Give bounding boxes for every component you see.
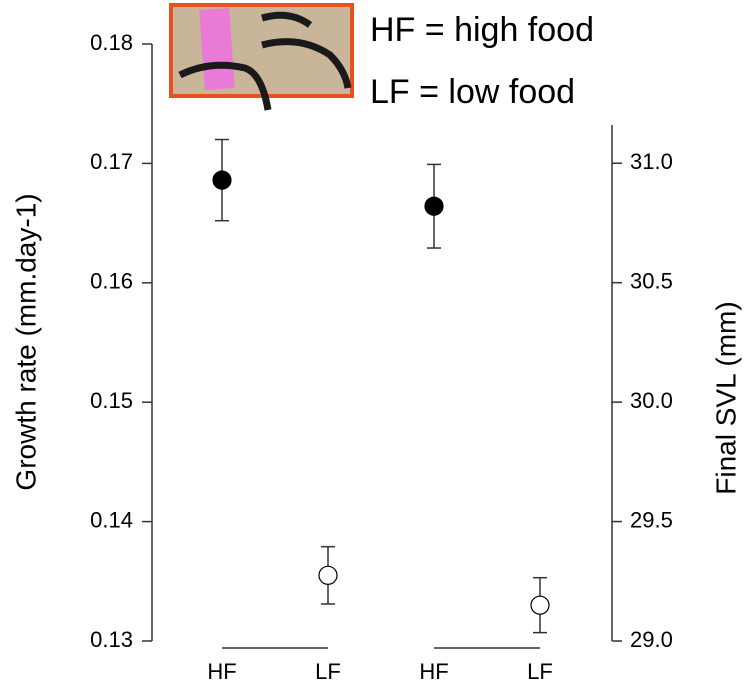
y2-tick-label: 29.5 xyxy=(630,507,673,532)
y-tick-label: 0.16 xyxy=(90,269,133,294)
x-tick-label: LF xyxy=(315,659,341,684)
y-tick-label: 0.17 xyxy=(90,149,133,174)
y2-tick-label: 29.0 xyxy=(630,627,673,652)
y-axis-label: Growth rate (mm.day-1) xyxy=(10,193,41,490)
marker xyxy=(212,170,232,190)
x-tick-label: HF xyxy=(207,659,236,684)
y2-tick-label: 30.0 xyxy=(630,388,673,413)
x-tick-label: LF xyxy=(527,659,553,684)
y2-tick-label: 31.0 xyxy=(630,149,673,174)
marker xyxy=(424,196,444,216)
marker xyxy=(318,565,338,585)
y-tick-label: 0.14 xyxy=(90,507,133,532)
y-tick-label: 0.13 xyxy=(90,627,133,652)
annotation: LF = low food xyxy=(370,73,575,111)
y2-tick-label: 30.5 xyxy=(630,268,673,293)
y2-axis-label: Final SVL (mm) xyxy=(710,301,741,494)
marker xyxy=(530,595,550,615)
y-tick-label: 0.15 xyxy=(90,388,133,413)
y-tick-label: 0.18 xyxy=(90,30,133,55)
annotation: HF = high food xyxy=(370,11,594,49)
x-tick-label: HF xyxy=(419,659,448,684)
photo xyxy=(169,3,354,111)
